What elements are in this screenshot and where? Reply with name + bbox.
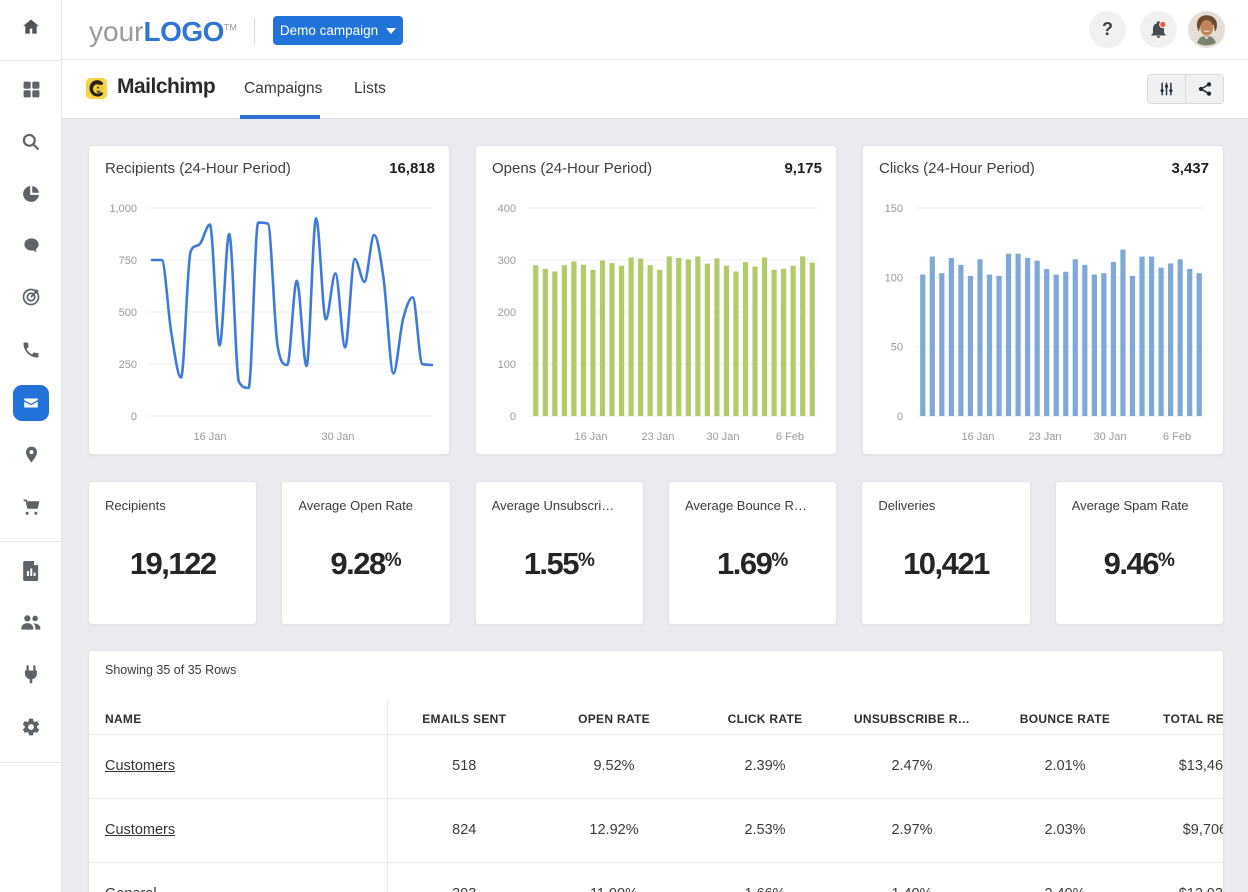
svg-text:0: 0	[510, 411, 516, 423]
svg-text:750: 750	[119, 255, 137, 267]
svg-text:100: 100	[885, 272, 903, 284]
svg-text:200: 200	[498, 307, 516, 319]
svg-text:16 Jan: 16 Jan	[193, 431, 226, 443]
svg-text:16 Jan: 16 Jan	[961, 431, 994, 443]
svg-text:150: 150	[885, 203, 903, 215]
svg-text:30 Jan: 30 Jan	[706, 431, 739, 443]
svg-text:0: 0	[897, 411, 903, 423]
svg-text:23 Jan: 23 Jan	[641, 431, 674, 443]
svg-text:6 Feb: 6 Feb	[776, 431, 804, 443]
svg-text:500: 500	[119, 307, 137, 319]
svg-text:30 Jan: 30 Jan	[1093, 431, 1126, 443]
svg-text:1,000: 1,000	[109, 203, 137, 215]
svg-text:250: 250	[119, 359, 137, 371]
svg-text:100: 100	[498, 359, 516, 371]
svg-text:400: 400	[498, 203, 516, 215]
svg-text:6 Feb: 6 Feb	[1163, 431, 1191, 443]
svg-text:30 Jan: 30 Jan	[321, 431, 354, 443]
svg-text:300: 300	[498, 255, 516, 267]
svg-text:16 Jan: 16 Jan	[574, 431, 607, 443]
svg-text:0: 0	[131, 411, 137, 423]
svg-text:23 Jan: 23 Jan	[1028, 431, 1061, 443]
svg-text:50: 50	[891, 342, 903, 354]
